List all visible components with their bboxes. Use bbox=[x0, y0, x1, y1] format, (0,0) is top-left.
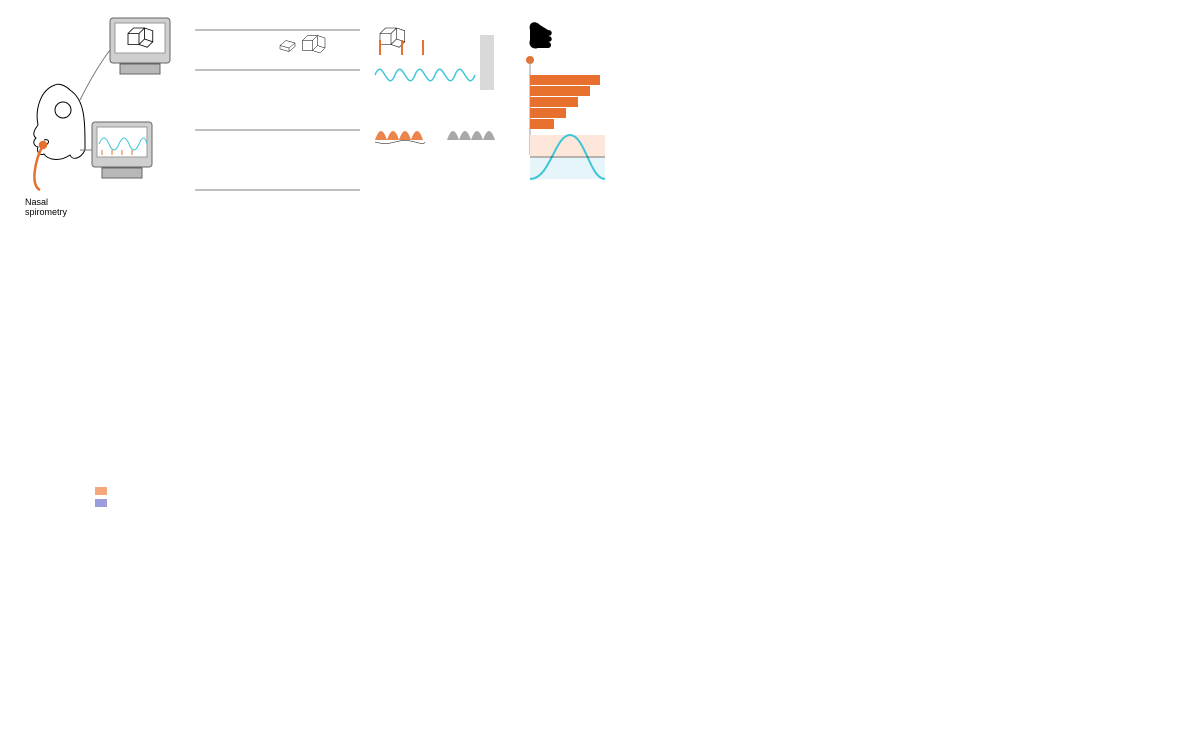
nasal-label-1: Nasal bbox=[25, 197, 48, 207]
stimulus-monitor bbox=[110, 18, 170, 74]
airflow-monitor bbox=[92, 122, 152, 178]
nasal-label-2: spirometry bbox=[25, 207, 68, 217]
cube-pair-icon bbox=[280, 36, 325, 54]
nasal-tube bbox=[34, 142, 46, 190]
protocol-right bbox=[526, 22, 605, 179]
density-compare bbox=[375, 131, 495, 144]
bl-legend bbox=[95, 487, 107, 507]
protocol-trace bbox=[375, 35, 494, 90]
